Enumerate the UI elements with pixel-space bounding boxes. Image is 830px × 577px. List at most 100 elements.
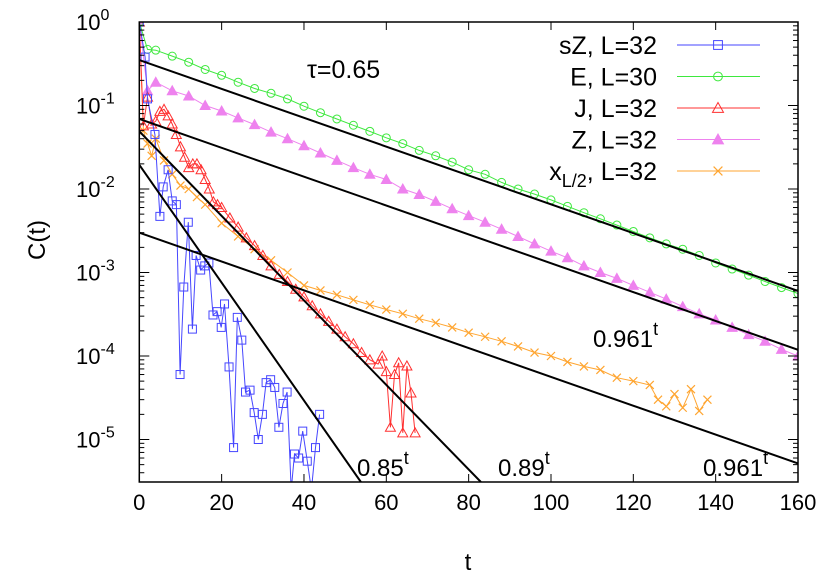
filled-triangle-marker: [149, 76, 162, 87]
cross-marker: [686, 384, 696, 394]
filled-triangle-marker: [775, 343, 788, 354]
cross-marker: [176, 181, 185, 190]
fit-line: [139, 164, 362, 482]
filled-triangle-marker: [347, 161, 360, 173]
square-marker: [158, 182, 168, 192]
circle-marker: [250, 83, 260, 93]
cross-marker: [184, 184, 194, 194]
y-tick-base: 10: [76, 10, 100, 35]
triangle-marker: [195, 163, 207, 175]
circle-marker: [266, 88, 276, 98]
filled-triangle-marker: [199, 99, 212, 110]
triangle-marker: [199, 173, 212, 184]
square-marker: [245, 385, 255, 395]
cross-marker: [233, 232, 243, 241]
y-tick-label: 10-2: [76, 174, 115, 202]
filled-triangle-marker: [545, 245, 557, 256]
circle-marker: [398, 139, 408, 149]
x-tick-label: 60: [374, 490, 398, 515]
legend-label-main: sZ, L=32: [559, 32, 657, 60]
square-marker: [241, 387, 251, 397]
y-axis-label: C(t): [24, 220, 51, 260]
circle-marker: [217, 70, 227, 80]
legend-entry: J, L=32: [574, 95, 760, 123]
fit-line: [139, 118, 799, 351]
triangle-marker: [380, 365, 393, 377]
square-marker: [163, 165, 173, 175]
cross-marker: [217, 218, 227, 228]
triangle-marker: [170, 128, 183, 139]
square-marker: [224, 362, 234, 372]
triangle-marker: [355, 346, 368, 358]
square-marker: [204, 258, 214, 268]
y-tick-base: 10: [76, 261, 100, 286]
cross-marker: [563, 357, 572, 367]
plot-frame: [138, 21, 799, 483]
square-marker: [143, 94, 153, 104]
x-tick-label: 100: [533, 490, 570, 515]
filled-triangle-marker: [182, 89, 195, 101]
square-marker: [183, 217, 193, 227]
cross-marker: [579, 362, 589, 371]
y-tick-exponent: -3: [100, 258, 114, 275]
y-tick-base: 10: [76, 344, 100, 369]
x-tick-label: 0: [133, 490, 145, 515]
square-marker: [155, 211, 165, 221]
filled-triangle-marker: [314, 146, 327, 158]
legend-label: sZ, L=32: [559, 32, 657, 60]
cross-marker: [653, 395, 663, 405]
triangle-marker: [158, 103, 170, 114]
circle-marker: [431, 151, 441, 161]
circle-marker: [332, 114, 342, 124]
x-tick-label: 20: [209, 490, 233, 515]
fit-label: 0.89t: [498, 448, 550, 482]
y-tick-exponent: -4: [100, 341, 114, 358]
square-marker: [237, 335, 247, 345]
fit-label-base: 0.85: [357, 455, 404, 482]
filled-triangle-marker: [215, 104, 228, 116]
legend-label-sub: L/2: [562, 171, 587, 191]
filled-triangle-marker: [643, 286, 656, 297]
triangle-marker: [401, 359, 413, 371]
square-marker: [278, 398, 288, 408]
circle-marker: [447, 157, 457, 167]
cross-marker: [513, 342, 523, 351]
filled-triangle-marker: [627, 279, 640, 290]
circle-marker: [595, 214, 605, 224]
cross-marker: [703, 395, 712, 405]
triangle-marker: [363, 353, 376, 365]
triangle-marker: [207, 195, 220, 207]
triangle-marker: [392, 356, 405, 368]
filled-triangle-marker: [512, 230, 524, 241]
cross-marker: [167, 169, 177, 179]
filled-triangle-marker: [479, 216, 491, 227]
fit-label: 0.961t: [593, 319, 658, 353]
square-marker: [713, 40, 723, 50]
legend-entry: sZ, L=32: [559, 32, 760, 60]
x-tick-label: 80: [456, 490, 480, 515]
cross-marker: [316, 286, 325, 295]
triangle-marker: [215, 201, 228, 213]
y-tick-exponent: -1: [100, 91, 114, 108]
triangle-marker: [384, 421, 397, 432]
legend-label-main: J, L=32: [574, 95, 657, 123]
triangle-marker: [232, 221, 244, 232]
legend-label-main: x: [549, 158, 562, 186]
y-tick-label: 10-1: [76, 91, 115, 119]
series-circle: [139, 22, 799, 299]
fit-label-base: 0.961: [703, 455, 763, 482]
triangle-marker: [711, 101, 725, 113]
triangle-marker: [191, 157, 203, 169]
square-marker: [171, 200, 181, 210]
filled-triangle-marker: [248, 118, 261, 130]
square-marker: [220, 299, 230, 309]
series-line: [139, 22, 321, 482]
filled-triangle-marker: [396, 182, 409, 194]
cross-marker: [480, 332, 490, 342]
cross-marker: [398, 309, 408, 319]
triangle-marker: [396, 426, 409, 438]
cross-marker: [414, 314, 424, 324]
filled-triangle-marker: [578, 259, 590, 271]
triangle-marker: [182, 161, 195, 173]
